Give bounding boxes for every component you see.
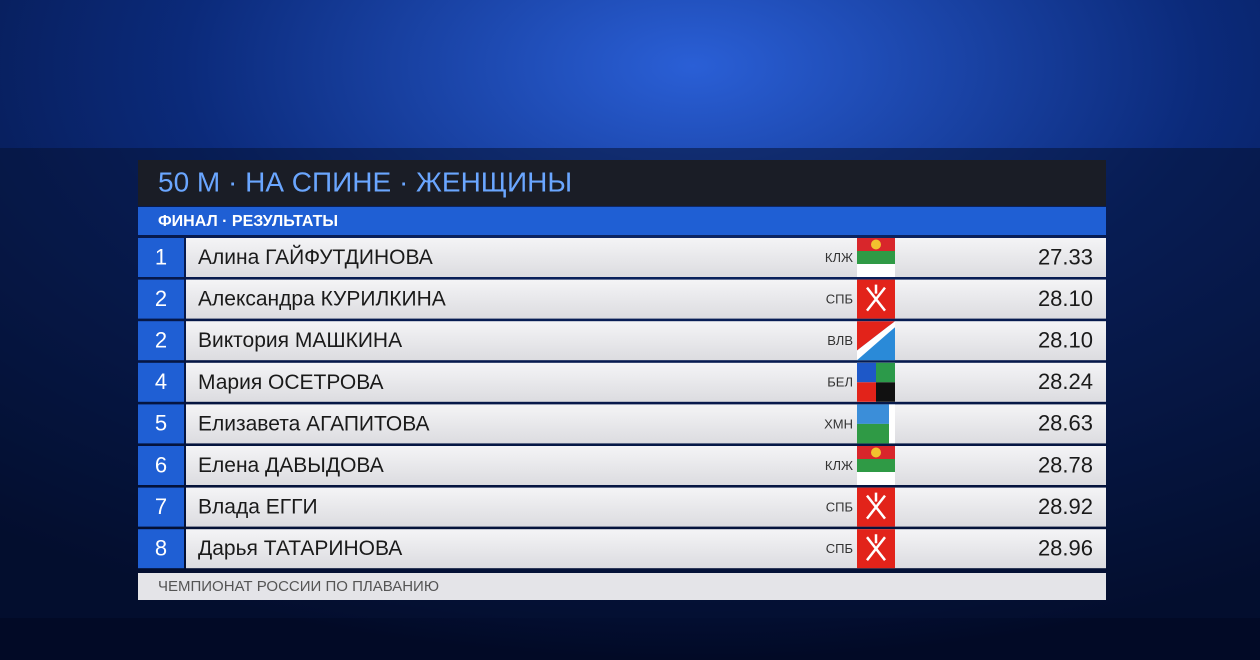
athlete-name: Дарья ТАТАРИНОВА <box>198 537 402 560</box>
athlete-name: Алина ГАЙФУТДИНОВА <box>198 245 433 269</box>
row-bg <box>186 238 1106 277</box>
rank: 8 <box>155 536 167 561</box>
region-code: СПБ <box>826 541 853 556</box>
footer: ЧЕМПИОНАТ РОССИИ ПО ПЛАВАНИЮ <box>158 578 439 595</box>
rank: 1 <box>155 244 167 269</box>
results: 1 Алина ГАЙФУТДИНОВА КЛЖ 27.33 2 Александра К… <box>138 238 1106 569</box>
row-bg <box>186 404 1106 444</box>
flag-part <box>866 284 886 312</box>
athlete-name: Елена ДАВЫДОВА <box>198 454 384 477</box>
rank: 2 <box>155 328 167 353</box>
time: 28.10 <box>1038 286 1093 311</box>
athlete-name: Виктория МАШКИНА <box>198 329 402 352</box>
time: 28.63 <box>1038 411 1093 436</box>
athlete-name: Мария ОСЕТРОВА <box>198 371 384 394</box>
region-code: СПБ <box>826 500 853 515</box>
rank-box <box>138 362 184 402</box>
flag-part <box>866 492 886 520</box>
flag-part <box>857 251 895 264</box>
flag-part <box>876 382 895 402</box>
flag-part <box>857 382 876 402</box>
flag <box>857 487 895 527</box>
rank: 6 <box>155 452 167 477</box>
region-code: ВЛВ <box>827 333 853 348</box>
rank: 7 <box>155 494 167 519</box>
region-code: КЛЖ <box>825 458 853 473</box>
rank-box <box>138 321 184 361</box>
rank-box <box>138 446 184 485</box>
row-bg <box>186 529 1106 569</box>
row-bg <box>186 321 1106 361</box>
flag <box>857 446 895 485</box>
region-code: СПБ <box>826 292 853 307</box>
flag <box>857 362 895 402</box>
rank-box <box>138 238 184 277</box>
time: 28.24 <box>1038 369 1093 394</box>
athlete-name: Елизавета АГАПИТОВА <box>198 412 430 435</box>
flag <box>857 321 895 361</box>
flag-part <box>857 321 895 361</box>
row-bg <box>186 362 1106 402</box>
region-code: КЛЖ <box>825 250 853 265</box>
rank-box <box>138 404 184 444</box>
time: 27.33 <box>1038 244 1093 269</box>
row-bg <box>186 279 1106 319</box>
footer-bar <box>138 573 1106 600</box>
athlete-name: Александра КУРИЛКИНА <box>198 288 446 311</box>
flag <box>857 529 895 569</box>
row-bg <box>186 487 1106 527</box>
title-bar <box>138 160 1106 206</box>
flag-part <box>876 362 895 383</box>
flag-part <box>889 404 895 444</box>
rank-box <box>138 487 184 527</box>
rank: 5 <box>155 411 167 436</box>
time: 28.96 <box>1038 536 1093 561</box>
flag <box>857 404 895 444</box>
athlete-name: Влада ЕГГИ <box>198 496 318 519</box>
title: 50 М · НА СПИНЕ · ЖЕНЩИНЫ <box>158 166 572 197</box>
flag-part <box>871 239 881 250</box>
flag-part <box>871 447 881 458</box>
flag-part <box>857 362 876 383</box>
rank: 2 <box>155 286 167 311</box>
flag-part <box>857 459 895 472</box>
region-code: ХМН <box>824 416 853 431</box>
rank: 4 <box>155 369 167 394</box>
flag-part <box>857 423 895 444</box>
region-code: БЕЛ <box>827 375 853 390</box>
time: 28.92 <box>1038 494 1093 519</box>
row-bg <box>186 446 1106 485</box>
time: 28.10 <box>1038 328 1093 353</box>
flag-part <box>857 404 895 424</box>
time: 28.78 <box>1038 452 1093 477</box>
flag <box>857 238 895 277</box>
rank-box <box>138 529 184 569</box>
rank-box <box>138 279 184 319</box>
flag-part <box>866 534 886 561</box>
subtitle: ФИНАЛ · РЕЗУЛЬТАТЫ <box>158 213 338 230</box>
flag <box>857 279 895 319</box>
subtitle-bar <box>138 207 1106 235</box>
